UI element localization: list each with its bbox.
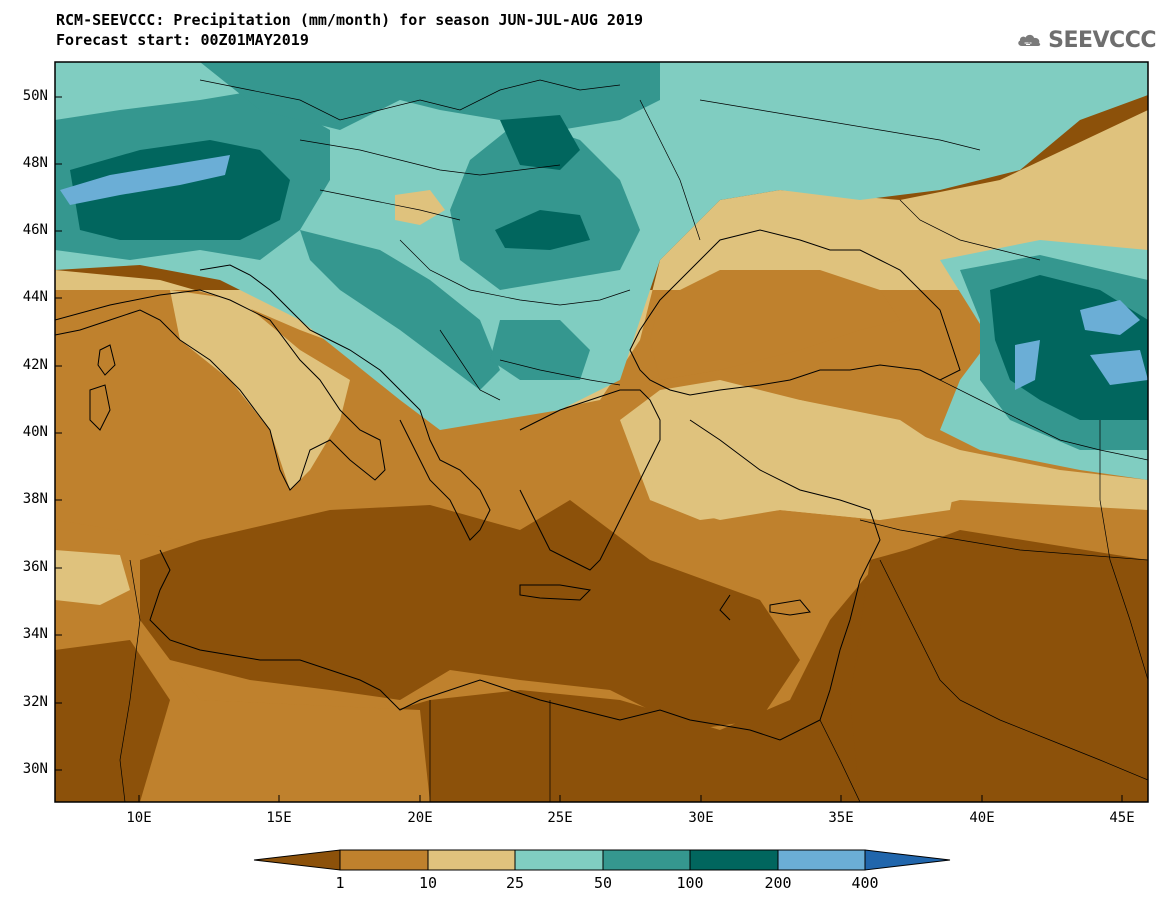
chart-title: RCM-SEEVCCC: Precipitation (mm/month) fo… [56, 11, 643, 29]
colorbar-low-arrow [253, 849, 341, 871]
colorbar-label: 10 [418, 874, 438, 892]
colorbar-high-arrow [864, 849, 951, 871]
colorbar-bin-25-50 [514, 849, 604, 871]
lat-label: 50N [22, 88, 48, 104]
country-borders [119, 79, 1148, 802]
lon-label: 10E [126, 810, 152, 826]
region-10-25-hungary [395, 190, 445, 225]
lon-label: 15E [266, 810, 292, 826]
lon-label: 45E [1109, 810, 1135, 826]
region-10-25-africa [55, 550, 130, 605]
region-100-200-alps [70, 140, 290, 240]
colorbar [253, 849, 951, 871]
colorbar-bin-1-10 [339, 849, 429, 871]
colorbar-bin-50-100 [602, 849, 691, 871]
region-dry-levant [850, 535, 1148, 802]
region-dry-africa [55, 640, 170, 802]
region-100-200-romania [495, 210, 590, 250]
region-50-100-bulgaria [490, 320, 590, 380]
lat-label: 42N [22, 357, 48, 373]
axis-ticks [55, 96, 1123, 802]
cloud-icon [1018, 34, 1041, 47]
lon-label: 25E [547, 810, 573, 826]
region-25-50-austria [82, 96, 106, 110]
lat-label: 34N [22, 626, 48, 642]
lat-label: 36N [22, 559, 48, 575]
lat-label: 32N [22, 694, 48, 710]
colorbar-bin-100-200 [689, 849, 779, 871]
lat-label: 38N [22, 491, 48, 507]
lon-label: 30E [688, 810, 714, 826]
lon-label: 20E [407, 810, 433, 826]
colorbar-label: 1 [335, 874, 345, 892]
title-block: RCM-SEEVCCC: Precipitation (mm/month) fo… [56, 10, 643, 50]
colorbar-label: 100 [676, 874, 704, 892]
region-50-100-carpathian [450, 120, 640, 290]
region-1-10-blacksea [650, 270, 900, 380]
colorbar-label: 50 [593, 874, 613, 892]
colorbar-bin-200-400 [777, 849, 866, 871]
lon-label: 40E [969, 810, 995, 826]
colorbar-bin-10-25 [427, 849, 516, 871]
lat-label: 44N [22, 289, 48, 305]
lat-label: 30N [22, 761, 48, 777]
region-200-400-caucasus1 [1080, 300, 1140, 335]
colorbar-label: 400 [851, 874, 879, 892]
region-50-100-balkans [300, 230, 500, 390]
lat-label: 40N [22, 424, 48, 440]
map-frame [54, 61, 1149, 803]
lon-label: 35E [828, 810, 854, 826]
colorbar-label: 200 [764, 874, 792, 892]
region-200-400-caucasus2 [1015, 340, 1040, 390]
region-200-400-caucasus3 [1090, 350, 1148, 385]
region-10-25-anatolia [650, 400, 960, 520]
lat-label: 46N [22, 222, 48, 238]
region-10-25-italy [170, 290, 350, 490]
region-200-400-alps [60, 155, 230, 205]
colorbar-label: 25 [505, 874, 525, 892]
seevccc-logo: SEEVCCC [1016, 18, 1156, 62]
logo-text: SEEVCCC [1048, 27, 1156, 53]
region-dry-sea [140, 500, 800, 730]
lat-label: 48N [22, 155, 48, 171]
chart-subtitle: Forecast start: 00Z01MAY2019 [56, 31, 309, 49]
region-50-100-north [200, 62, 660, 130]
region-100-200-carpathian [500, 115, 580, 170]
